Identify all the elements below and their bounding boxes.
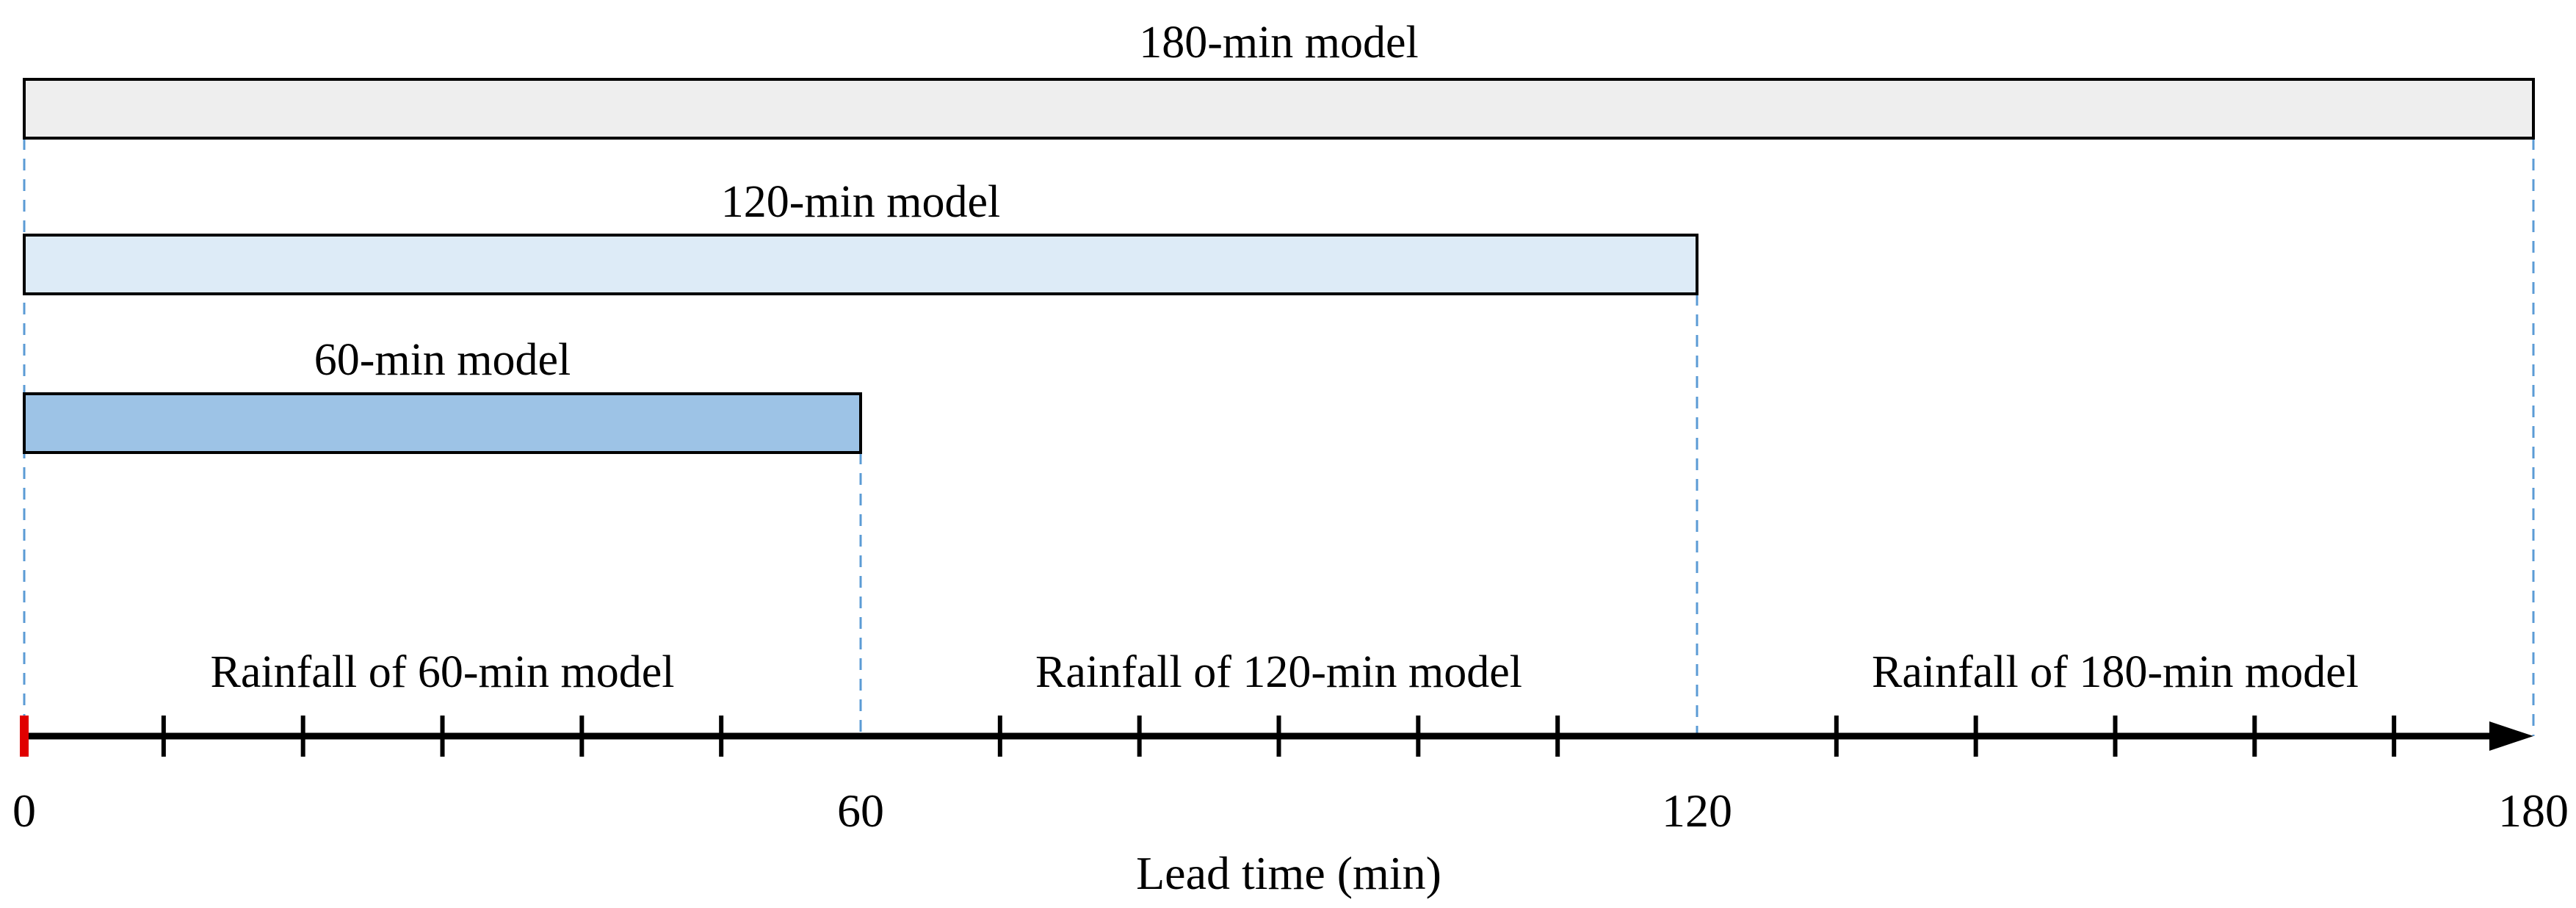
model-label-60: 60-min model	[314, 335, 571, 385]
segment-labels: Rainfall of 60-min model Rainfall of 120-…	[211, 647, 2359, 697]
model-label-120: 120-min model	[721, 177, 1001, 227]
model-label-180: 180-min model	[1139, 18, 1419, 68]
model-bar-60	[23, 392, 862, 454]
axis-arrowhead	[2489, 721, 2533, 751]
tick-label-60: 60	[837, 785, 884, 837]
segment-label-2: Rainfall of 120-min model	[1035, 647, 1522, 697]
origin-marker	[20, 716, 29, 757]
model-bar-180	[23, 78, 2535, 140]
tick-label-120: 120	[1662, 785, 1732, 837]
segment-label-1: Rainfall of 60-min model	[211, 647, 675, 697]
tick-label-180: 180	[2498, 785, 2569, 837]
tick-label-0: 0	[12, 785, 36, 837]
model-bar-120	[23, 234, 1698, 295]
lead-time-axis: 0 60 120 180	[12, 716, 2569, 837]
model-bars	[23, 78, 2535, 454]
segment-label-3: Rainfall of 180-min model	[1872, 647, 2359, 697]
axis-title: Lead time (min)	[1136, 847, 1441, 899]
model-labels: 180-min model 120-min model 60-min model	[314, 18, 1419, 385]
